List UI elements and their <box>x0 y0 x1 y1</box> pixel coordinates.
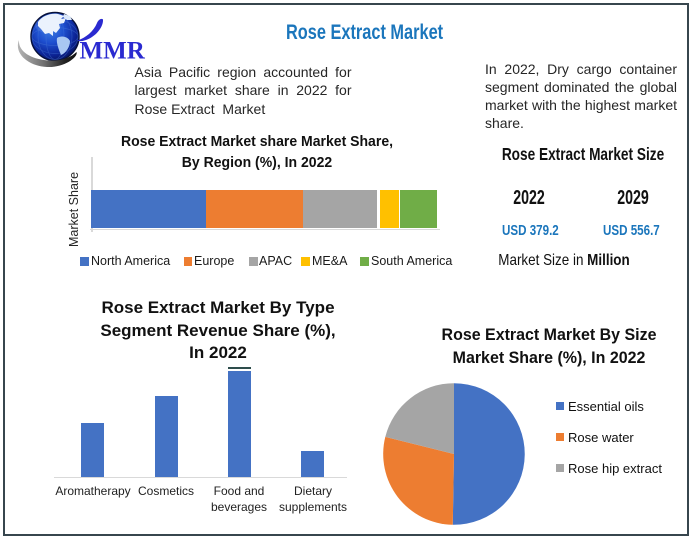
svg-text:MMR: MMR <box>80 38 146 65</box>
